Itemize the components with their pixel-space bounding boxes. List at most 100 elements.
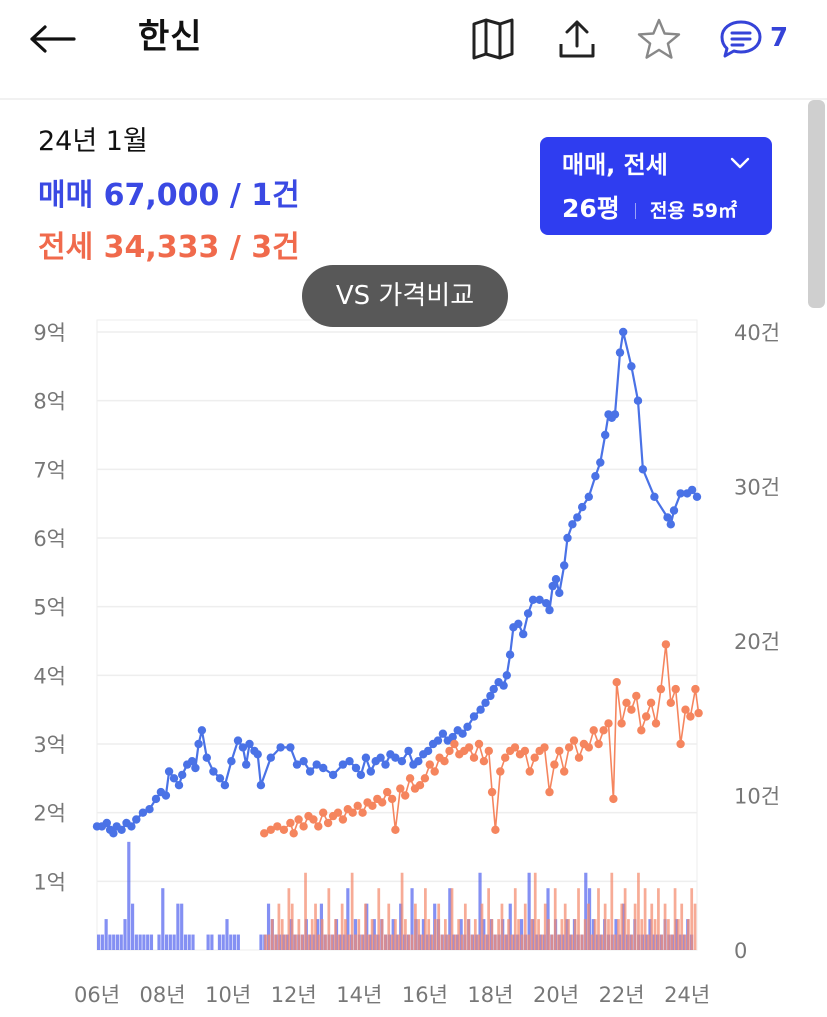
sale-volume-bar <box>342 934 346 950</box>
favorite-button[interactable] <box>632 12 686 66</box>
y-axis-tick-label: 6억 <box>33 527 66 551</box>
jeonse-volume-bar <box>314 903 317 950</box>
sale-price-point <box>596 458 605 467</box>
jeonse-volume-bar <box>480 903 484 950</box>
jeonse-price-point <box>604 719 613 728</box>
jeonse-price-point <box>555 746 564 756</box>
jeonse-price-point <box>589 726 598 735</box>
sale-volume-bar <box>538 934 543 950</box>
jeonse-volume-bar <box>404 919 407 950</box>
jeonse-volume-bar <box>613 934 617 950</box>
y-axis-tick-label: 7억 <box>33 458 66 482</box>
jeonse-volume-bar <box>300 934 304 950</box>
jeonse-price-point <box>550 760 559 769</box>
sale-volume-bar <box>508 903 512 950</box>
sale-volume-bar <box>146 934 150 950</box>
sale-price-point <box>535 595 544 604</box>
jeonse-price-point <box>496 767 505 776</box>
jeonse-volume-bar <box>414 903 417 950</box>
x-axis-tick-label: 06년 <box>74 983 120 1007</box>
jeonse-volume-bar <box>670 934 674 950</box>
jeonse-price-point <box>383 787 392 797</box>
sale-volume-bar <box>584 872 588 950</box>
price-history-chart[interactable]: 1억 2억 3억 4억 5억 6억 7억 8억 9억 0 10건 20건 30건 40건 06년 08년 10년… <box>0 300 800 1017</box>
jeonse-price-point <box>391 825 400 834</box>
jeonse-volume-bar <box>497 919 500 950</box>
jeonse-price-point <box>540 743 549 752</box>
sale-price-point <box>253 750 262 759</box>
price-compare-button[interactable]: VS 가격비교 <box>302 265 508 327</box>
sale-volume-bar <box>138 934 142 950</box>
sale-price-point <box>187 757 197 766</box>
pyeong-label: 26평 <box>562 194 620 223</box>
jeonse-price-point <box>545 787 554 797</box>
jeonse-volume-bar <box>547 919 550 950</box>
sale-price-point <box>486 691 495 701</box>
type-size-selector[interactable]: 매매, 전세 26평 전용 59㎡ <box>540 137 772 235</box>
sale-price-point <box>687 485 697 495</box>
jeonse-volume-bar <box>287 888 291 950</box>
jeonse-price-point <box>445 746 454 756</box>
sale-price-point <box>610 410 620 419</box>
sale-volume-bar <box>112 934 116 950</box>
sale-price-point <box>505 650 515 659</box>
jeonse-volume-bar <box>570 934 574 950</box>
sale-volume-bar <box>478 872 482 950</box>
sale-price-point <box>266 753 275 762</box>
jeonse-volume-bar <box>627 919 630 950</box>
jeonse-volume-bar <box>437 903 441 950</box>
jeonse-price-point <box>294 815 303 824</box>
jeonse-volume-bar <box>377 888 381 950</box>
jeonse-volume-bar <box>357 919 361 950</box>
map-button[interactable] <box>466 12 520 66</box>
scrollbar-thumb[interactable] <box>808 100 825 308</box>
sale-volume-bar <box>168 934 172 950</box>
jeonse-price-point <box>637 726 646 735</box>
sale-price-point <box>202 753 211 762</box>
jeonse-volume-bar <box>453 934 457 950</box>
sale-price-point <box>145 805 154 814</box>
jeonse-volume-bar <box>617 919 620 950</box>
sale-price-point <box>619 327 628 337</box>
back-button[interactable] <box>30 14 90 64</box>
jeonse-price-point <box>260 829 269 838</box>
separator <box>635 203 636 219</box>
jeonse-volume-bar <box>537 919 540 950</box>
jeonse-price-point <box>479 757 489 766</box>
sale-price-point <box>423 746 433 756</box>
jeonse-price-point <box>656 684 666 694</box>
chevron-down-icon <box>730 157 750 169</box>
jeonse-volume-bar <box>370 919 374 950</box>
jeonse-volume-bar <box>330 934 334 950</box>
sale-price-point <box>666 520 675 529</box>
sale-price-point <box>215 774 225 783</box>
sale-volume-bar <box>210 934 214 950</box>
sale-volume-bar <box>266 903 271 950</box>
y2-axis-tick-label: 40건 <box>734 321 780 345</box>
sale-price-point <box>245 739 254 749</box>
sale-volume-bar <box>282 934 286 950</box>
sale-price-point <box>366 767 375 776</box>
jeonse-volume-bar <box>500 903 504 950</box>
jeonse-price-point <box>520 746 530 756</box>
jeonse-price-point <box>469 753 479 762</box>
jeonse-volume-bar <box>470 934 474 950</box>
sale-price-point <box>404 746 413 756</box>
jeonse-price-point <box>681 705 690 714</box>
jeonse-volume-bar <box>387 903 391 950</box>
transaction-type-label: 매매, 전세 <box>562 151 668 179</box>
jeonse-volume-bar <box>440 934 444 950</box>
jeonse-volume-bar <box>660 934 664 950</box>
jeonse-volume-bar <box>294 934 297 950</box>
sale-price-point <box>650 492 659 501</box>
back-arrow-icon <box>30 25 76 53</box>
jeonse-volume-bar <box>637 872 640 950</box>
comment-button[interactable] <box>714 12 768 66</box>
share-button[interactable] <box>550 12 604 66</box>
jeonse-price-point <box>530 753 539 762</box>
jeonse-volume-bar <box>597 888 600 950</box>
jeonse-price-point <box>599 726 608 735</box>
jeonse-price-point <box>338 815 348 824</box>
sale-price-point <box>381 760 390 769</box>
sale-volume-bar <box>217 934 222 950</box>
